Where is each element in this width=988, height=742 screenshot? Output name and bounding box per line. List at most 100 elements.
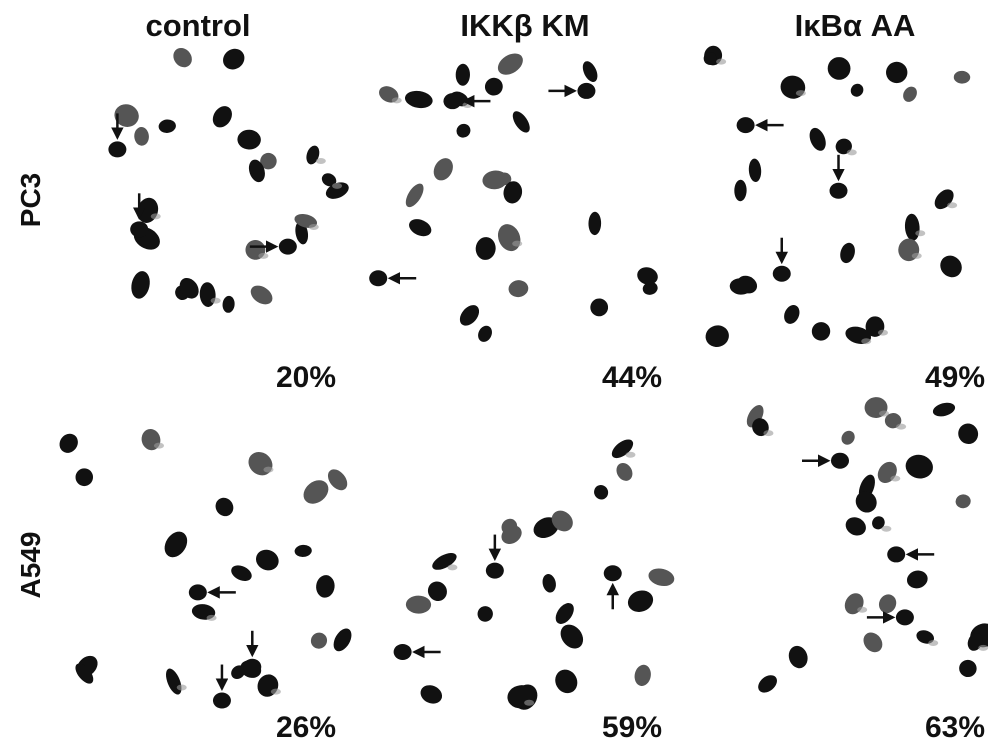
cell (111, 101, 142, 131)
cell (609, 436, 637, 462)
cell (219, 45, 249, 74)
cell (158, 119, 177, 134)
cell-debris (271, 689, 281, 695)
cell (476, 604, 495, 623)
cell (955, 420, 981, 447)
column-header: IκBα AA (795, 8, 916, 43)
cell (551, 666, 581, 698)
cell (294, 544, 312, 557)
cell (635, 265, 660, 287)
cell (509, 108, 533, 135)
cell (369, 270, 387, 286)
cell (748, 158, 762, 182)
percentage: 49% (925, 361, 985, 394)
cell (212, 494, 237, 519)
cell (838, 241, 857, 265)
cell-debris (928, 640, 938, 646)
cell-debris (316, 158, 326, 164)
figure-canvas: control IKKβ KM IκBα AA PC3 A549 20% 44%… (0, 0, 988, 742)
cell (404, 89, 434, 110)
cell (860, 629, 887, 656)
cell-debris (151, 213, 161, 219)
cell (588, 212, 601, 236)
percentage: 20% (276, 361, 336, 394)
cell (842, 514, 869, 539)
cell-debris (878, 330, 888, 336)
cell (604, 565, 622, 581)
cell (247, 282, 276, 309)
cell (475, 323, 494, 344)
cell (703, 323, 732, 350)
cell (848, 81, 866, 99)
cell-debris (177, 685, 187, 691)
row-label: PC3 (15, 173, 46, 227)
cell (308, 629, 331, 652)
cell-debris (881, 526, 891, 532)
cell (580, 59, 601, 84)
percentage: 63% (925, 711, 985, 742)
cell-debris (716, 59, 726, 65)
cell-debris (847, 149, 857, 155)
cell (330, 625, 355, 654)
cell-debris (796, 90, 806, 96)
cell (882, 58, 912, 88)
cell-debris (763, 430, 773, 436)
cell (954, 71, 971, 84)
cell (108, 141, 126, 157)
cell (903, 452, 935, 481)
cell (456, 301, 483, 329)
cell (931, 186, 957, 213)
cell (134, 127, 150, 147)
cell-debris (947, 202, 957, 208)
cell (904, 213, 920, 241)
cell (781, 303, 802, 327)
cell-debris (896, 424, 906, 430)
cell (625, 587, 656, 615)
cell (541, 573, 558, 594)
cell (556, 620, 588, 653)
cell (773, 266, 791, 282)
cell (315, 574, 336, 599)
percentage: 59% (602, 711, 662, 742)
cell-debris (392, 97, 402, 103)
cell (786, 643, 811, 670)
cell-debris (524, 700, 534, 706)
cell-debris (978, 645, 988, 651)
cell (552, 600, 578, 628)
cell (900, 84, 919, 104)
cell (874, 458, 901, 486)
cell-debris (512, 241, 522, 247)
cell (806, 126, 828, 154)
cell (163, 666, 185, 696)
cell (279, 239, 297, 255)
cell (130, 221, 148, 237)
cell (905, 568, 929, 590)
cell (481, 169, 508, 191)
cell (454, 121, 473, 140)
cell (229, 562, 255, 584)
column-header: IKKβ KM (460, 8, 589, 43)
cell (394, 644, 412, 660)
cell (209, 102, 236, 131)
cell (577, 83, 595, 99)
cell (170, 44, 196, 71)
cell (222, 295, 235, 313)
cell (213, 693, 231, 709)
cell-debris (309, 224, 319, 230)
cell (887, 546, 905, 562)
cell-debris (890, 475, 900, 481)
cell-debris (462, 102, 472, 108)
cell (129, 269, 152, 300)
cell (589, 297, 609, 317)
cell (242, 236, 269, 263)
cell (508, 279, 530, 298)
cell-debris (154, 443, 164, 449)
cell (402, 181, 427, 210)
cell-debris (332, 183, 342, 189)
cell (831, 453, 849, 469)
cell (778, 73, 807, 101)
cell-debris (912, 253, 922, 259)
cell (199, 282, 217, 308)
cell (826, 55, 853, 82)
cell (475, 236, 497, 261)
